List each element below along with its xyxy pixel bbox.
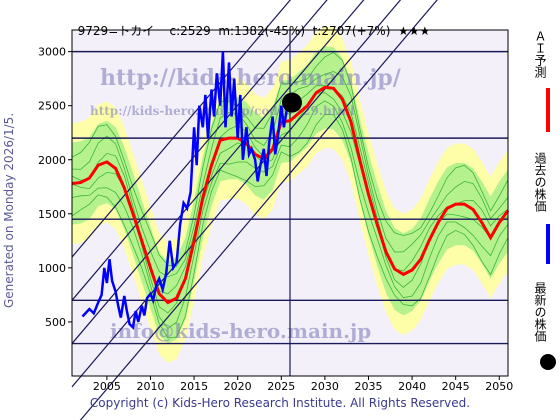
x-tick-label: 2010 <box>136 380 164 393</box>
x-tick-label: 2025 <box>267 380 295 393</box>
legend-latest-price-dot <box>540 354 556 370</box>
x-tick-label: 2035 <box>354 380 382 393</box>
y-tick-label: 1500 <box>38 208 66 221</box>
x-tick-label: 2045 <box>442 380 470 393</box>
legend-ai-forecast-swatch <box>546 88 550 132</box>
y-tick-label: 1000 <box>38 262 66 275</box>
series-layer <box>71 51 510 330</box>
equals-sign: = <box>108 24 119 38</box>
y-tick-label: 2000 <box>38 154 66 167</box>
legend-latest-price-label: 最新の株価 <box>533 282 547 342</box>
trend-channel-line <box>71 0 292 258</box>
legend-latest-price: 最新の株価 <box>526 282 556 382</box>
trend-channel-line <box>79 0 438 420</box>
y-tick-label: 3000 <box>38 46 66 59</box>
x-tick-label: 2005 <box>93 380 121 393</box>
legend-past-price-label: 過去の株価 <box>533 152 547 212</box>
plot-frame <box>71 29 509 377</box>
past-price-line <box>81 51 292 330</box>
trend-channel-line <box>71 0 328 301</box>
legend-ai-forecast: ＡＩ予測 <box>526 30 556 132</box>
min-price: m:1382(-45%) <box>218 24 305 38</box>
latest-price-marker <box>282 92 302 113</box>
trend-channel-line <box>71 0 365 344</box>
current-price: c:2529 <box>169 24 211 38</box>
chart-header: 9729=トカイ c:2529 m:1382(-45%) t:2707(+7%)… <box>70 8 510 39</box>
watermark-mail: info@kids-hero.main.jp <box>110 319 371 343</box>
legend-ai-forecast-label: ＡＩ予測 <box>533 30 547 78</box>
copyright-footer: Copyright (c) Kids-Hero Research Institu… <box>89 396 471 410</box>
x-tick-label: 2040 <box>398 380 426 393</box>
forecast-band-inner <box>72 46 508 344</box>
ai-forecast-line <box>71 85 510 305</box>
x-tick-label: 2015 <box>180 380 208 393</box>
watermark-url-code: http://kids-hero.main.jp/code9729.html <box>90 104 355 118</box>
generated-date: Generated on Monday 2026/1/5. <box>2 112 16 308</box>
trend-channel-line <box>71 0 402 388</box>
axes: 500 1000 1500 2000 2500 3000 2005 2010 2015 2020 2… <box>38 29 513 393</box>
watermark-url: http://kids-hero.main.jp/ <box>100 65 402 91</box>
legend-past-price-swatch <box>546 224 550 264</box>
y-tick-label: 500 <box>45 316 66 329</box>
legend-past-price: 過去の株価 <box>526 152 556 264</box>
stock-code: 9729 <box>77 24 109 38</box>
rating-stars: ★★★ <box>398 24 431 38</box>
x-tick-label: 2050 <box>485 380 513 393</box>
target-price: t:2707(+7%) <box>312 24 391 38</box>
watermark-layer: http://kids-hero.main.jp/http://kids-her… <box>90 65 402 343</box>
trend-channel-lines <box>71 0 438 420</box>
stock-name: トカイ <box>118 24 155 38</box>
x-tick-label: 2030 <box>311 380 339 393</box>
x-tick-label: 2020 <box>224 380 252 393</box>
y-tick-label: 2500 <box>38 100 66 113</box>
